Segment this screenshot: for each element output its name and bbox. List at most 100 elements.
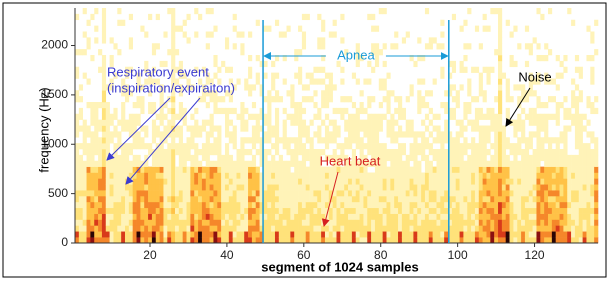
spectrogram-cell — [536, 96, 540, 102]
spectrogram-cell — [306, 137, 310, 143]
spectrogram-cell — [90, 161, 94, 167]
spectrogram-cell — [467, 155, 471, 161]
spectrogram-cell — [87, 231, 91, 237]
spectrogram-cell — [137, 161, 141, 167]
spectrogram-cell — [406, 167, 410, 173]
spectrogram-cell — [525, 26, 529, 32]
spectrogram-cell — [125, 220, 129, 226]
spectrogram-cell — [413, 173, 417, 179]
spectrogram-cell — [221, 225, 225, 231]
spectrogram-cell — [567, 196, 571, 202]
spectrogram-cell — [187, 208, 191, 214]
spectrogram-cell — [548, 237, 552, 243]
spectrogram-cell — [217, 149, 221, 155]
spectrogram-cell — [79, 96, 83, 102]
spectrogram-cell — [163, 161, 167, 167]
spectrogram-cell — [294, 220, 298, 226]
spectrogram-cell — [298, 202, 302, 208]
spectrogram-cell — [140, 26, 144, 32]
spectrogram-cell — [540, 126, 544, 132]
spectrogram-cell — [125, 149, 129, 155]
spectrogram-cell — [536, 202, 540, 208]
spectrogram-cell — [529, 137, 533, 143]
spectrogram-cell — [83, 49, 87, 55]
spectrogram-cell — [90, 225, 94, 231]
spectrogram-cell — [233, 126, 237, 132]
spectrogram-cell — [490, 167, 494, 173]
spectrogram-cell — [87, 37, 91, 43]
spectrogram-cell — [102, 120, 106, 126]
spectrogram-cell — [456, 155, 460, 161]
spectrogram-cell — [75, 143, 79, 149]
spectrogram-cell — [340, 225, 344, 231]
spectrogram-cell — [190, 114, 194, 120]
spectrogram-cell — [279, 231, 283, 237]
spectrogram-cell — [498, 202, 502, 208]
spectrogram-cell — [98, 143, 102, 149]
spectrogram-cell — [590, 173, 594, 179]
spectrogram-cell — [479, 149, 483, 155]
spectrogram-cell — [390, 190, 394, 196]
spectrogram-cell — [590, 131, 594, 137]
spectrogram-cell — [302, 231, 306, 237]
spectrogram-cell — [502, 73, 506, 79]
spectrogram-cell — [444, 196, 448, 202]
spectrogram-cell — [344, 208, 348, 214]
spectrogram-cell — [410, 131, 414, 137]
spectrogram-cell — [394, 131, 398, 137]
spectrogram-cell — [583, 126, 587, 132]
spectrogram-cell — [175, 114, 179, 120]
spectrogram-cell — [579, 126, 583, 132]
spectrogram-cell — [402, 37, 406, 43]
spectrogram-cell — [479, 208, 483, 214]
spectrogram-cell — [479, 237, 483, 243]
spectrogram-cell — [329, 214, 333, 220]
spectrogram-cell — [483, 161, 487, 167]
spectrogram-cell — [375, 26, 379, 32]
spectrogram-cell — [167, 202, 171, 208]
spectrogram-cell — [263, 161, 267, 167]
spectrogram-cell — [225, 178, 229, 184]
spectrogram-cell — [256, 79, 260, 85]
spectrogram-cell — [575, 126, 579, 132]
spectrogram-cell — [225, 149, 229, 155]
spectrogram-cell — [171, 20, 175, 26]
spectrogram-cell — [106, 126, 110, 132]
spectrogram-cell — [406, 32, 410, 38]
spectrogram-cell — [498, 214, 502, 220]
spectrogram-cell — [429, 220, 433, 226]
spectrogram-cell — [494, 137, 498, 143]
spectrogram-cell — [529, 190, 533, 196]
spectrogram-cell — [567, 225, 571, 231]
spectrogram-cell — [294, 225, 298, 231]
spectrogram-cell — [594, 220, 598, 226]
spectrogram-cell — [156, 167, 160, 173]
spectrogram-cell — [398, 155, 402, 161]
spectrogram-cell — [463, 149, 467, 155]
spectrogram-cell — [225, 120, 229, 126]
spectrogram-cell — [386, 184, 390, 190]
spectrogram-cell — [360, 102, 364, 108]
spectrogram-cell — [356, 220, 360, 226]
spectrogram-cell — [352, 220, 356, 226]
spectrogram-cell — [302, 108, 306, 114]
spectrogram-cell — [417, 225, 421, 231]
spectrogram-cell — [356, 79, 360, 85]
spectrogram-cell — [544, 120, 548, 126]
spectrogram-cell — [525, 149, 529, 155]
spectrogram-cell — [156, 196, 160, 202]
spectrogram-cell — [333, 108, 337, 114]
spectrogram-cell — [440, 237, 444, 243]
spectrogram-cell — [148, 196, 152, 202]
spectrogram-cell — [406, 202, 410, 208]
spectrogram-cell — [440, 137, 444, 143]
spectrogram-cell — [536, 231, 540, 237]
spectrogram-cell — [160, 108, 164, 114]
spectrogram-cell — [148, 214, 152, 220]
spectrogram-cell — [113, 220, 117, 226]
spectrogram-cell — [79, 49, 83, 55]
spectrogram-cell — [517, 214, 521, 220]
spectrogram-cell — [560, 208, 564, 214]
spectrogram-cell — [306, 184, 310, 190]
spectrogram-cell — [379, 126, 383, 132]
